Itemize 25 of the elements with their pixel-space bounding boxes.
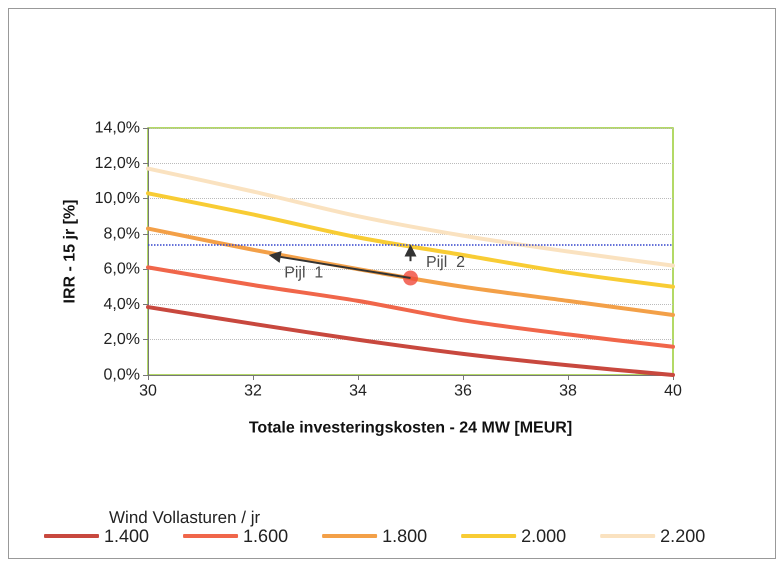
x-axis-title: Totale investeringskosten - 24 MW [MEUR] bbox=[248, 420, 572, 436]
y-tick-label: 0,0% bbox=[104, 366, 140, 384]
y-tick-label: 14,0% bbox=[94, 120, 140, 136]
y-tick-label: 2,0% bbox=[104, 331, 140, 348]
legend-label: 2.000 bbox=[521, 526, 566, 546]
y-axis-title: IRR - 15 jr [%] bbox=[62, 199, 78, 304]
y-tick-label: 12,0% bbox=[94, 154, 140, 172]
legend-label: 1.600 bbox=[243, 526, 288, 546]
y-tick-label: 10,0% bbox=[94, 190, 140, 208]
annotation: Pijl 1 bbox=[284, 264, 324, 282]
y-tick-label: 8,0% bbox=[104, 225, 140, 242]
y-tick-label: 4,0% bbox=[104, 296, 140, 313]
legend-title: Wind Vollasturen / jr bbox=[109, 508, 261, 527]
x-tick-label: 36 bbox=[454, 382, 472, 400]
legend-label: 1.800 bbox=[382, 526, 428, 546]
line-series bbox=[146, 191, 675, 289]
x-tick-label: 30 bbox=[139, 382, 157, 400]
x-tick-label: 40 bbox=[664, 382, 682, 400]
legend-label: 2.200 bbox=[660, 526, 706, 546]
annotation: Pijl 2 bbox=[426, 254, 466, 271]
x-tick-label: 38 bbox=[559, 382, 577, 400]
legend-label: 1.400 bbox=[104, 526, 150, 546]
x-tick-label: 34 bbox=[349, 382, 367, 400]
y-tick-label: 6,0% bbox=[104, 260, 140, 278]
x-tick-label: 32 bbox=[244, 382, 262, 400]
